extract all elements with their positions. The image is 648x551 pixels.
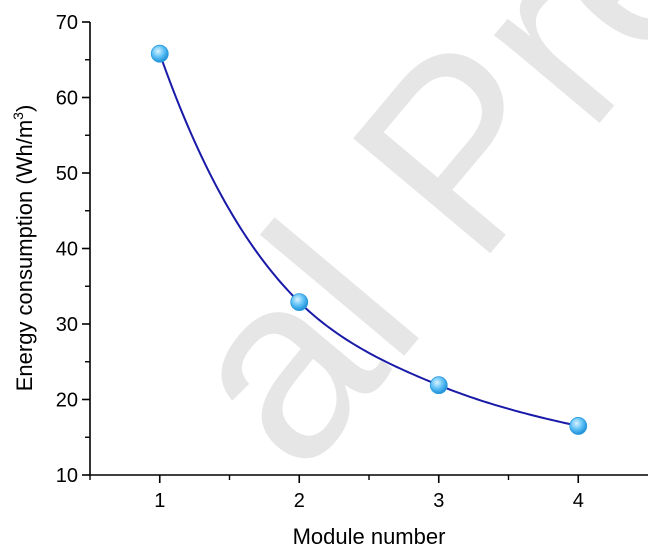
fit-curve: [158, 53, 579, 427]
y-axis-title-main: Energy consumption (Wh/m: [12, 120, 37, 391]
data-point: [290, 293, 309, 312]
y-tick-label: 10: [56, 465, 78, 487]
x-ticks: 1 2 3 4: [89, 475, 584, 512]
y-tick-label: 60: [56, 88, 78, 110]
y-axis-title: Energy consumption (Wh/m3): [10, 105, 37, 392]
x-tick-label: 4: [573, 490, 584, 512]
y-axis-title-close: ): [12, 105, 37, 112]
y-ticks: 10 20 30 40 50 60 70: [56, 12, 90, 487]
data-point: [150, 44, 169, 63]
x-tick-label: 2: [294, 490, 305, 512]
data-points: [150, 44, 588, 435]
data-point: [569, 417, 588, 435]
watermark-text: al Pre: [121, 0, 648, 516]
y-tick-label: 70: [56, 12, 78, 34]
y-axis-title-superscript: 3: [10, 112, 26, 120]
x-axis-title: Module number: [293, 524, 446, 549]
x-tick-label: 3: [433, 490, 444, 512]
y-tick-label: 40: [56, 239, 78, 261]
y-tick-label: 50: [56, 163, 78, 185]
y-tick-label: 30: [56, 314, 78, 336]
data-point: [429, 376, 448, 395]
y-tick-label: 20: [56, 390, 78, 412]
x-tick-label: 1: [154, 490, 165, 512]
